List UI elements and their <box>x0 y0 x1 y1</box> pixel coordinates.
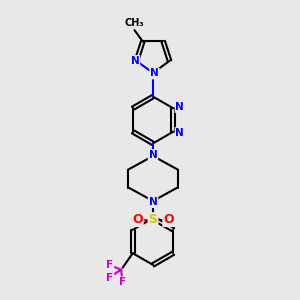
Text: N: N <box>130 56 139 66</box>
Text: O: O <box>132 213 143 226</box>
Text: S: S <box>148 213 158 226</box>
Text: F: F <box>119 277 126 287</box>
Text: N: N <box>150 68 159 79</box>
Text: F: F <box>106 273 113 283</box>
Text: CH₃: CH₃ <box>124 18 144 28</box>
Text: N: N <box>148 197 158 207</box>
Text: O: O <box>163 213 174 226</box>
Text: N: N <box>176 128 184 138</box>
Text: F: F <box>106 260 113 270</box>
Text: N: N <box>148 150 158 160</box>
Text: N: N <box>176 102 184 112</box>
